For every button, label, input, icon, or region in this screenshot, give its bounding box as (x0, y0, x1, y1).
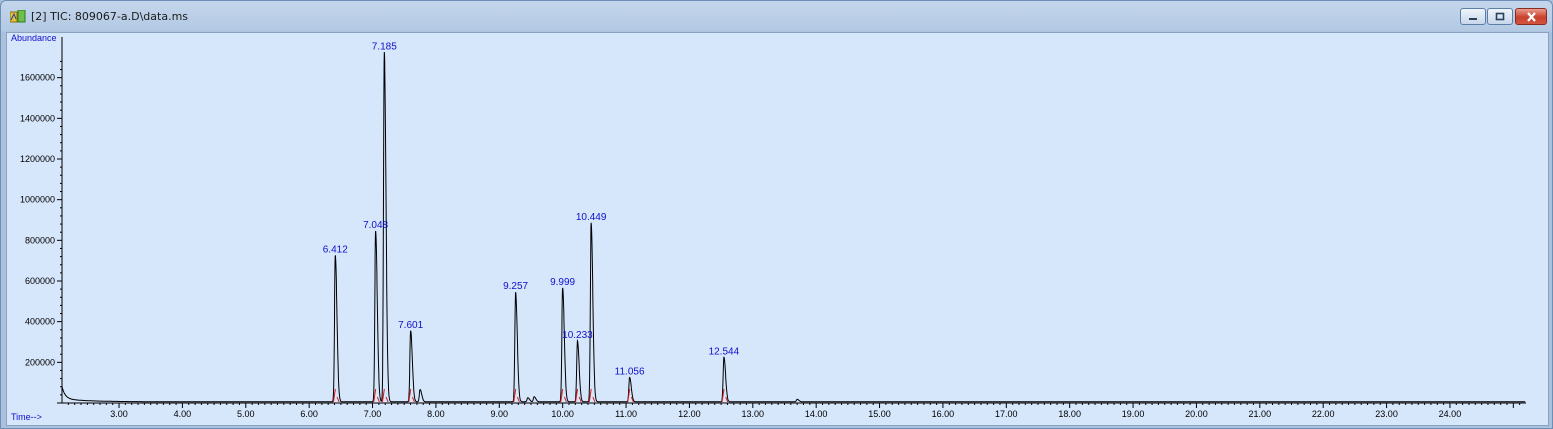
integration-end-mark (385, 396, 389, 403)
integration-end-mark (336, 396, 340, 403)
y-tick-label: 1200000 (20, 154, 55, 164)
peak-label: 7.185 (372, 41, 397, 52)
x-tick-label: 19.00 (1122, 409, 1145, 419)
integration-start-mark (373, 388, 377, 403)
x-tick-label: 3.00 (110, 409, 128, 419)
x-tick-label: 8.00 (427, 409, 445, 419)
y-axis-label: Abundance (11, 33, 57, 43)
x-tick-label: 7.00 (364, 409, 382, 419)
peak-label: 6.412 (323, 245, 348, 256)
integration-start-mark (332, 388, 336, 403)
x-tick-label: 12.00 (678, 409, 701, 419)
peak-label: 12.544 (709, 346, 740, 357)
x-tick-label: 14.00 (805, 409, 828, 419)
x-axis-label: Time--> (11, 412, 42, 422)
integration-start-mark (560, 388, 564, 403)
y-tick-label: 1000000 (20, 195, 55, 205)
tic-chromatogram: 200000 400000 600000 800000 1000000 1200000 14… (11, 33, 1526, 422)
x-tick-label: 22.00 (1312, 409, 1335, 419)
integration-end-mark (516, 396, 520, 403)
integration-start-mark (408, 388, 412, 403)
x-tick-label: 10.00 (551, 409, 574, 419)
x-tick-label: 9.00 (491, 409, 509, 419)
peak-label: 9.257 (503, 281, 528, 292)
axis-ticks: 200000 400000 600000 800000 1000000 1200000 14… (20, 60, 1521, 419)
x-tick-label: 15.00 (868, 409, 891, 419)
integration-end-mark (563, 396, 567, 403)
maximize-button[interactable] (1487, 8, 1513, 25)
x-tick-label: 17.00 (995, 409, 1018, 419)
integration-marks (332, 388, 729, 403)
peak-label: 11.056 (615, 367, 645, 378)
minimize-button[interactable] (1460, 8, 1486, 25)
x-tick-label: 23.00 (1375, 409, 1398, 419)
axes (61, 37, 1526, 404)
plot-area (6, 32, 1549, 426)
integration-start-mark (588, 388, 592, 403)
integration-start-mark (575, 388, 579, 403)
integration-start-mark (513, 388, 517, 403)
x-tick-label: 6.00 (300, 409, 318, 419)
integration-start-mark (721, 388, 725, 403)
integration-end-mark (578, 396, 582, 403)
peak-label: 7.048 (363, 220, 388, 231)
integration-end-mark (592, 396, 596, 403)
x-tick-label: 21.00 (1249, 409, 1272, 419)
y-tick-label: 1400000 (20, 113, 55, 123)
y-tick-label: 200000 (25, 357, 55, 367)
integration-end-mark (411, 396, 415, 403)
minimize-icon (1469, 17, 1477, 20)
integration-end-mark (725, 396, 729, 403)
integration-end-mark (630, 396, 634, 403)
x-tick-label: 11.00 (615, 409, 637, 419)
x-tick-label: 4.00 (174, 409, 192, 419)
close-button[interactable] (1515, 8, 1547, 25)
x-tick-label: 20.00 (1185, 409, 1208, 419)
close-icon (1526, 11, 1536, 22)
y-tick-label: 1600000 (20, 73, 55, 83)
peak-label: 7.601 (398, 320, 423, 331)
peak-label: 9.999 (550, 277, 575, 288)
peak-label: 10.449 (576, 212, 607, 223)
peak-labels: 6.412 7.048 7.185 7.601 9.257 9.999 10.233 10.4… (323, 41, 740, 377)
x-tick-label: 13.00 (742, 409, 765, 419)
x-tick-label: 24.00 (1439, 409, 1462, 419)
y-tick-label: 800000 (25, 235, 55, 245)
peak-label: 10.233 (562, 330, 593, 341)
y-tick-label: 600000 (25, 276, 55, 286)
x-tick-label: 18.00 (1058, 409, 1081, 419)
title-bar[interactable]: [2] TIC: 809067-a.D\data.ms (1, 1, 1552, 31)
integration-start-mark (627, 388, 631, 403)
maximize-icon (1495, 12, 1505, 21)
tic-trace-line (61, 51, 1526, 403)
x-tick-label: 16.00 (932, 409, 955, 419)
integration-start-mark (381, 388, 385, 403)
window-title: [2] TIC: 809067-a.D\data.ms (31, 10, 189, 23)
x-tick-label: 5.00 (237, 409, 255, 419)
chromatogram-app-icon (10, 10, 26, 23)
integration-end-mark (376, 396, 380, 403)
y-tick-label: 400000 (25, 317, 55, 327)
